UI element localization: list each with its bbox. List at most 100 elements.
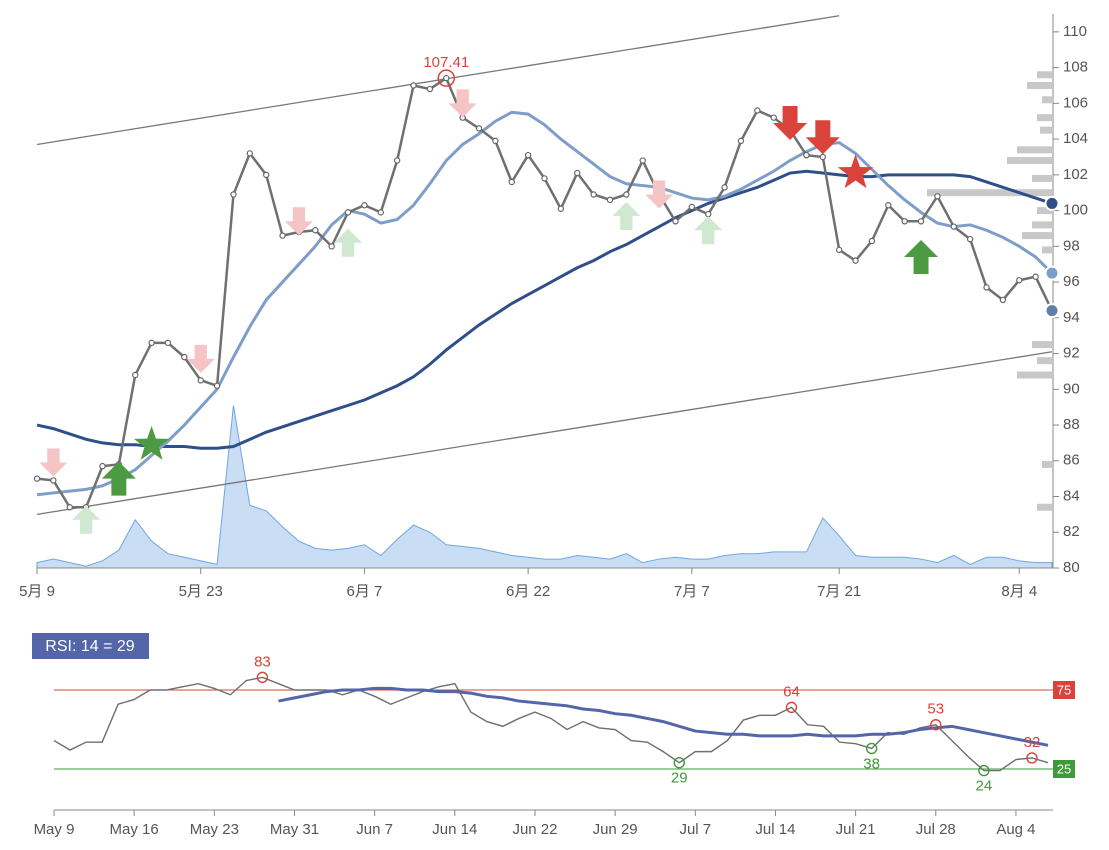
- price-point: [688, 203, 696, 211]
- price-point: [230, 191, 237, 198]
- price-point: [868, 237, 876, 245]
- signal-up: [101, 461, 136, 496]
- price-point: [377, 209, 384, 216]
- price-point: [672, 218, 679, 225]
- price-point: [803, 151, 810, 159]
- price-line: [36, 76, 1054, 509]
- rsi-extreme-label: 53: [927, 701, 944, 718]
- y-tick-label: 96: [1063, 273, 1080, 290]
- profile-bar: [1027, 81, 1052, 89]
- rsi-line: [53, 676, 1049, 772]
- signal-down: [645, 180, 674, 209]
- price-point: [164, 339, 172, 347]
- last-value-dot: [1044, 195, 1060, 211]
- rsi-extreme-label: 29: [671, 770, 688, 787]
- peak-marker: [437, 69, 456, 87]
- profile-bar: [1037, 207, 1052, 215]
- signal-star: [837, 154, 874, 189]
- rsi-extreme: [1026, 752, 1038, 764]
- profile-bar: [1042, 246, 1052, 254]
- threshold-badge: [1053, 760, 1075, 778]
- x-tick-label: Jun 22: [512, 821, 557, 838]
- y-tick-label: 104: [1063, 130, 1088, 147]
- price-point: [574, 169, 581, 177]
- price-point: [999, 296, 1007, 304]
- signal-down: [39, 448, 68, 477]
- profile-bar: [1032, 174, 1052, 182]
- peak-label: 107.41: [423, 54, 469, 71]
- price-point: [344, 209, 352, 216]
- price-point: [835, 246, 843, 254]
- last-value-dot: [1044, 265, 1060, 281]
- ma-line: [36, 169, 1053, 450]
- signal-up: [72, 505, 101, 534]
- signal-down: [805, 120, 840, 155]
- price-point: [148, 339, 155, 347]
- price-point: [492, 137, 499, 145]
- rsi-extreme: [865, 742, 878, 755]
- profile-bar: [1017, 146, 1052, 154]
- rsi-extreme: [978, 764, 990, 777]
- profile-bar: [927, 189, 1052, 197]
- x-tick-label: Jun 29: [593, 821, 638, 838]
- x-tick-label: May 9: [34, 821, 75, 838]
- price-point: [557, 205, 565, 212]
- threshold-label: 75: [1057, 682, 1071, 697]
- profile-bar: [1037, 71, 1052, 79]
- price-point: [475, 125, 483, 132]
- ma-line: [36, 110, 1054, 497]
- profile-bar: [1037, 503, 1052, 511]
- y-tick-label: 80: [1063, 559, 1080, 576]
- price-point: [33, 475, 41, 482]
- signal-down: [284, 207, 313, 236]
- price-point: [950, 223, 957, 230]
- signal-up: [612, 201, 641, 230]
- x-tick-label: Aug 4: [996, 821, 1035, 838]
- price-point: [737, 137, 745, 145]
- profile-bar: [1032, 341, 1052, 349]
- x-tick-label: 7月 7: [674, 583, 710, 600]
- x-tick-label: 8月 4: [1001, 583, 1037, 600]
- x-tick-label: Jul 28: [916, 821, 956, 838]
- signal-up: [904, 240, 939, 275]
- price-point: [50, 477, 57, 484]
- price-point: [66, 504, 73, 511]
- price-point: [132, 371, 139, 379]
- trendline: [36, 351, 1053, 516]
- x-tick-label: 7月 21: [817, 583, 861, 600]
- rsi-extreme: [256, 671, 269, 684]
- signal-down: [186, 344, 215, 373]
- x-tick-label: 6月 22: [506, 583, 550, 600]
- price-point: [819, 153, 827, 161]
- last-value-dot: [1044, 303, 1060, 319]
- price-point: [623, 191, 630, 198]
- price-point: [917, 218, 925, 225]
- threshold-label: 25: [1057, 761, 1071, 776]
- price-point: [262, 171, 270, 179]
- price-point: [443, 74, 450, 82]
- price-point: [508, 178, 515, 186]
- price-point: [966, 235, 974, 243]
- profile-bar: [1040, 126, 1052, 134]
- x-tick-label: May 23: [190, 821, 239, 838]
- price-point: [705, 210, 712, 218]
- x-tick-label: May 31: [270, 821, 319, 838]
- profile-bar: [1017, 371, 1052, 379]
- rsi-extreme-label: 83: [254, 653, 271, 670]
- price-point: [885, 202, 892, 209]
- y-tick-label: 84: [1063, 487, 1080, 504]
- signal-down: [773, 106, 808, 141]
- price-point: [901, 218, 908, 225]
- x-tick-label: 5月 9: [19, 583, 55, 600]
- x-tick-label: Jun 7: [356, 821, 393, 838]
- x-tick-label: May 16: [110, 821, 159, 838]
- profile-bar: [1037, 357, 1052, 365]
- price-point: [1032, 273, 1039, 280]
- rsi-extreme: [785, 701, 798, 714]
- x-tick-label: Jul 7: [679, 821, 711, 838]
- x-tick-label: Jul 14: [755, 821, 795, 838]
- volume-area: [36, 405, 1053, 569]
- price-point: [213, 382, 221, 389]
- price-point: [1016, 277, 1023, 284]
